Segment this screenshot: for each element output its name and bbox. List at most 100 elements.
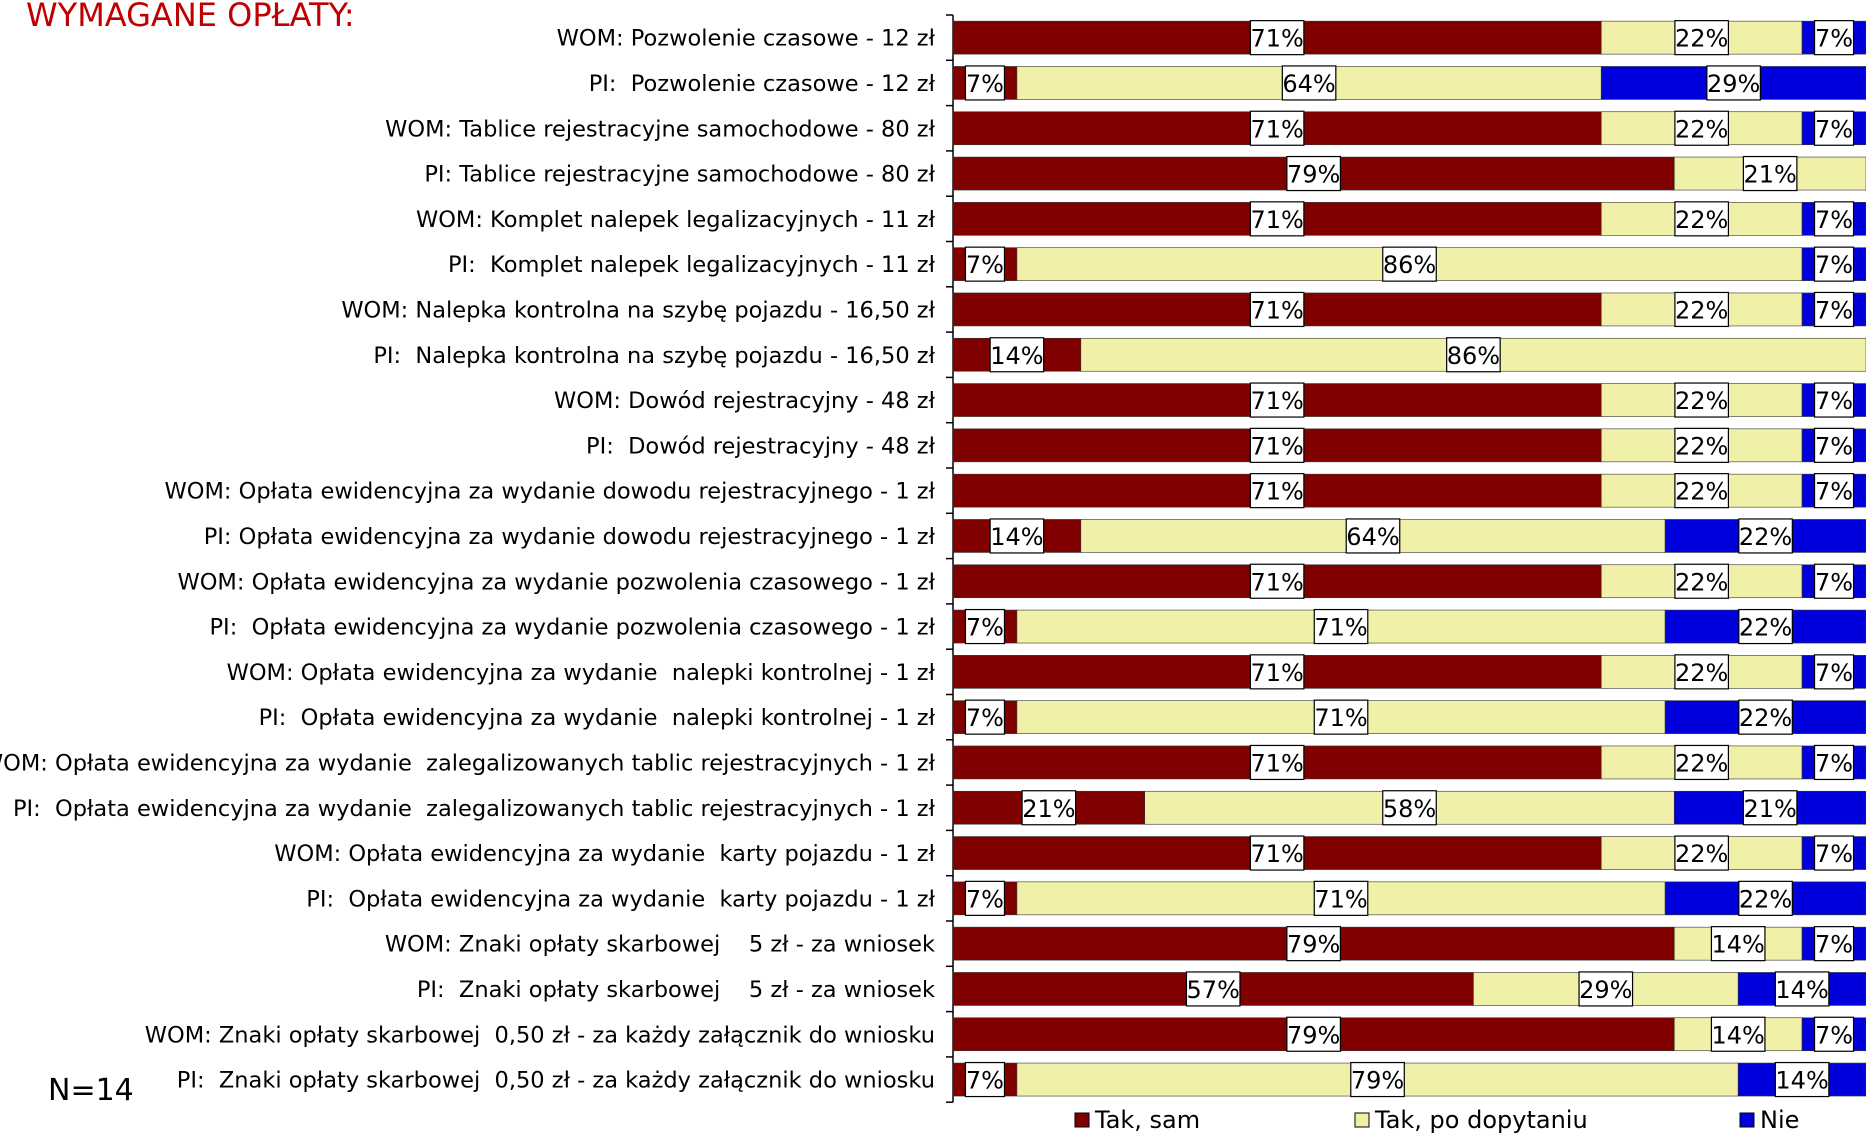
data-label: 21% xyxy=(1743,795,1796,823)
data-label: 22% xyxy=(1675,478,1728,506)
data-label-box xyxy=(1249,473,1305,509)
data-label: 7% xyxy=(1815,296,1853,324)
data-label: 79% xyxy=(1287,1021,1340,1049)
data-label-box xyxy=(1674,473,1730,509)
data-label: 22% xyxy=(1675,387,1728,415)
legend: Tak, sam Tak, po dopytaniu Nie xyxy=(1074,1106,1799,1134)
category-label: PI: Znaki opłaty skarbowej 0,50 zł - za … xyxy=(177,1068,935,1094)
data-label: 22% xyxy=(1675,206,1728,234)
data-label-box xyxy=(1813,1016,1855,1052)
data-label-box xyxy=(964,608,1006,645)
category-label: PI: Nalepka kontrolna na szybę pojazdu -… xyxy=(373,343,935,369)
category-label: WOM: Opłata ewidencyjna za wydanie nalep… xyxy=(227,660,936,686)
data-label-box xyxy=(1813,926,1855,962)
category-label: WOM: Opłata ewidencyjna za wydanie dowod… xyxy=(165,479,936,505)
data-label: 71% xyxy=(1250,568,1303,596)
data-label: 22% xyxy=(1675,568,1728,596)
data-label: 71% xyxy=(1314,614,1367,642)
data-label-box xyxy=(1813,473,1855,509)
data-label: 71% xyxy=(1250,206,1303,234)
data-label-box xyxy=(1249,744,1305,781)
data-label-box xyxy=(1286,926,1341,962)
data-label: 7% xyxy=(1815,931,1853,959)
data-label: 29% xyxy=(1579,976,1632,1004)
data-label: 71% xyxy=(1250,25,1303,53)
data-label-box xyxy=(1286,1016,1341,1052)
category-label: PI: Opłata ewidencyjna za wydanie dowodu… xyxy=(204,524,936,550)
data-label: 71% xyxy=(1250,478,1303,506)
data-label: 71% xyxy=(1250,296,1303,324)
data-label-box xyxy=(1185,971,1241,1007)
data-label-box xyxy=(1742,155,1798,192)
data-label-box xyxy=(1813,427,1855,463)
data-label: 86% xyxy=(1383,251,1436,279)
legend-label: Tak, sam xyxy=(1094,1106,1200,1134)
legend-label: Tak, po dopytaniu xyxy=(1374,1106,1588,1134)
data-label-box xyxy=(1774,1061,1830,1098)
data-label-box xyxy=(1738,880,1793,916)
data-label: 7% xyxy=(1815,206,1853,234)
data-label-box xyxy=(1021,790,1077,826)
data-label: 64% xyxy=(1282,70,1335,98)
data-label-box xyxy=(1738,518,1793,554)
category-label: PI: Pozwolenie czasowe - 12 zł xyxy=(589,71,936,97)
data-label: 22% xyxy=(1675,749,1728,777)
category-label: PI: Dowód rejestracyjny - 48 zł xyxy=(586,433,936,459)
data-label: 7% xyxy=(966,251,1004,279)
data-label-box xyxy=(964,880,1006,916)
data-label-box xyxy=(1813,382,1855,418)
data-label-box xyxy=(1578,971,1634,1007)
data-label-box xyxy=(1813,563,1855,599)
category-label: WOM: Opłata ewidencyjna za wydanie karty… xyxy=(274,841,935,867)
data-label-box xyxy=(1813,246,1855,282)
data-label: 7% xyxy=(966,614,1004,642)
data-label: 7% xyxy=(966,885,1004,913)
data-label-box xyxy=(1674,201,1730,237)
data-label: 7% xyxy=(1815,432,1853,460)
category-label: WOM: Tablice rejestracyjne samochodowe -… xyxy=(385,116,935,142)
data-label: 71% xyxy=(1250,659,1303,687)
data-label: 71% xyxy=(1250,840,1303,868)
data-label: 7% xyxy=(1815,478,1853,506)
data-label-box xyxy=(1710,926,1766,962)
data-label-box xyxy=(1350,1061,1405,1098)
data-label: 7% xyxy=(1815,749,1853,777)
data-label: 7% xyxy=(1815,115,1853,143)
data-label-box xyxy=(1710,1016,1766,1052)
data-label-box xyxy=(1249,20,1305,56)
data-label: 22% xyxy=(1739,885,1792,913)
data-label: 14% xyxy=(1712,931,1765,959)
data-label-box xyxy=(1382,246,1437,282)
data-label-box xyxy=(1674,563,1730,599)
category-label: WOM: Pozwolenie czasowe - 12 zł xyxy=(557,26,936,52)
data-label-box xyxy=(1382,790,1437,826)
data-label-box xyxy=(964,699,1006,735)
data-label: 71% xyxy=(1314,704,1367,732)
data-label-box xyxy=(1674,382,1730,418)
category-label: PI: Opłata ewidencyjna za wydanie karty … xyxy=(306,886,935,912)
data-label: 22% xyxy=(1675,659,1728,687)
data-label: 22% xyxy=(1675,296,1728,324)
data-label-box xyxy=(1249,654,1305,690)
category-label: WOM: Opłata ewidencyjna za wydanie zaleg… xyxy=(0,750,936,776)
data-label-box xyxy=(1249,382,1305,418)
data-label-box xyxy=(1313,880,1369,916)
data-label-box xyxy=(1674,110,1730,146)
data-label: 7% xyxy=(1815,25,1853,53)
data-label-box xyxy=(1249,291,1305,328)
data-label-box xyxy=(1313,699,1369,735)
data-label-box xyxy=(1738,699,1793,735)
category-label: WOM: Dowód rejestracyjny - 48 zł xyxy=(554,388,936,414)
data-label: 21% xyxy=(1743,161,1796,189)
data-label-box xyxy=(989,337,1045,373)
legend-swatch xyxy=(1354,1112,1370,1128)
data-label: 57% xyxy=(1187,976,1240,1004)
data-label: 7% xyxy=(1815,659,1853,687)
data-label: 7% xyxy=(1815,568,1853,596)
data-label-box xyxy=(1674,291,1730,328)
data-label: 58% xyxy=(1383,795,1436,823)
axis xyxy=(946,14,954,1103)
category-label: PI: Znaki opłaty skarbowej 5 zł - za wni… xyxy=(417,977,935,1003)
data-label: 22% xyxy=(1739,523,1792,551)
